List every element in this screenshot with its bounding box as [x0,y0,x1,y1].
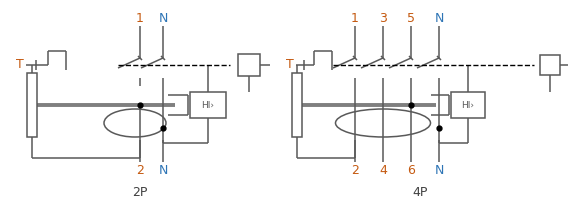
Text: 6: 6 [407,163,415,177]
Text: 2: 2 [351,163,359,177]
Bar [190,92,226,118]
Text: HI›: HI› [461,100,474,110]
Text: N: N [158,11,168,25]
Text: T: T [16,59,24,71]
Text: N: N [158,163,168,177]
Bar [292,73,302,137]
Bar [238,54,260,76]
Text: 4P: 4P [413,187,427,199]
Text: 3: 3 [379,11,387,25]
Text: 5: 5 [407,11,415,25]
Bar [451,92,485,118]
Text: 2: 2 [136,163,144,177]
Text: 4: 4 [379,163,387,177]
Text: N: N [434,163,444,177]
Ellipse shape [336,109,430,137]
Bar [540,55,560,75]
Text: 1: 1 [136,11,144,25]
Text: T: T [286,59,294,71]
Text: HI›: HI› [202,100,214,110]
Bar [27,73,37,137]
Ellipse shape [104,109,166,137]
Text: 1: 1 [351,11,359,25]
Text: 2P: 2P [132,187,148,199]
Text: N: N [434,11,444,25]
